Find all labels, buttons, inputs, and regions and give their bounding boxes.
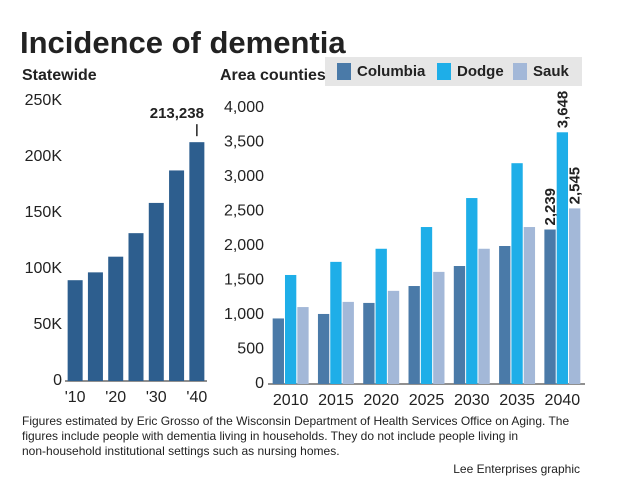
bar (317, 313, 330, 384)
x-tick-label: 2020 (363, 392, 399, 409)
value-label: 2,545 (567, 167, 584, 205)
bar (478, 248, 490, 384)
y-tick-label: 500 (237, 341, 264, 358)
x-tick-label: 2035 (499, 392, 535, 409)
x-tick-label: 2010 (273, 392, 309, 409)
y-tick-label: 50K (34, 316, 63, 333)
y-tick-label: 1,500 (224, 272, 264, 289)
bar (466, 198, 478, 384)
bar (433, 271, 445, 384)
bar (375, 248, 387, 384)
chart-subtitle: Area counties (220, 67, 326, 84)
bar (272, 318, 284, 384)
legend-swatch (437, 63, 451, 80)
x-tick-label: 2025 (409, 392, 445, 409)
bar (499, 246, 511, 384)
y-tick-label: 2,000 (224, 237, 264, 254)
legend-box (325, 57, 582, 86)
y-tick-label: 2,500 (224, 203, 264, 220)
bar (284, 274, 297, 384)
x-tick-label: '10 (65, 389, 86, 406)
page-title: Incidence of dementia (20, 25, 346, 60)
bar (569, 208, 581, 384)
x-tick-label: 2040 (545, 392, 581, 409)
x-tick-label: '20 (105, 389, 126, 406)
value-label: 213,238 (150, 105, 204, 122)
y-tick-label: 250K (25, 92, 63, 109)
x-tick-label: 2015 (318, 392, 354, 409)
bar (387, 290, 400, 384)
legend-swatch (337, 63, 351, 80)
legend-label: Dodge (457, 63, 504, 80)
bar (108, 256, 124, 381)
y-tick-label: 150K (25, 204, 63, 221)
y-tick-label: 200K (25, 148, 63, 165)
note-line: figures include people with dementia liv… (22, 429, 518, 443)
x-tick-label: '30 (146, 389, 167, 406)
bar (556, 132, 569, 384)
y-tick-label: 1,000 (224, 306, 264, 323)
bar (169, 170, 185, 381)
bar (544, 229, 556, 384)
bar (342, 301, 354, 384)
value-label: 3,648 (554, 91, 571, 129)
bar (330, 261, 342, 384)
bar (408, 286, 420, 384)
x-tick-label: '40 (186, 389, 207, 406)
bar (67, 280, 83, 381)
y-tick-label: 4,000 (224, 99, 264, 116)
bar (189, 142, 205, 381)
credit: Lee Enterprises graphic (453, 462, 580, 476)
y-tick-label: 3,500 (224, 134, 264, 151)
x-tick-label: 2030 (454, 392, 490, 409)
bar (363, 302, 375, 384)
y-tick-label: 0 (255, 375, 264, 392)
bar (297, 307, 309, 384)
y-tick-label: 100K (25, 260, 63, 277)
bar (420, 227, 433, 384)
bar (511, 163, 523, 384)
note-line: Figures estimated by Eric Grosso of the … (22, 414, 569, 428)
bar (148, 202, 164, 381)
value-label: 2,239 (542, 188, 559, 226)
legend-label: Sauk (533, 63, 570, 80)
y-tick-label: 3,000 (224, 168, 264, 185)
y-tick-label: 0 (53, 372, 62, 389)
bar (128, 233, 144, 381)
legend-label: Columbia (357, 63, 426, 80)
bar (87, 272, 103, 381)
note-line: non-household institutional settings suc… (22, 444, 340, 458)
bar (453, 266, 466, 384)
chart-subtitle: Statewide (22, 67, 97, 84)
bar (523, 227, 536, 384)
legend-swatch (513, 63, 527, 80)
